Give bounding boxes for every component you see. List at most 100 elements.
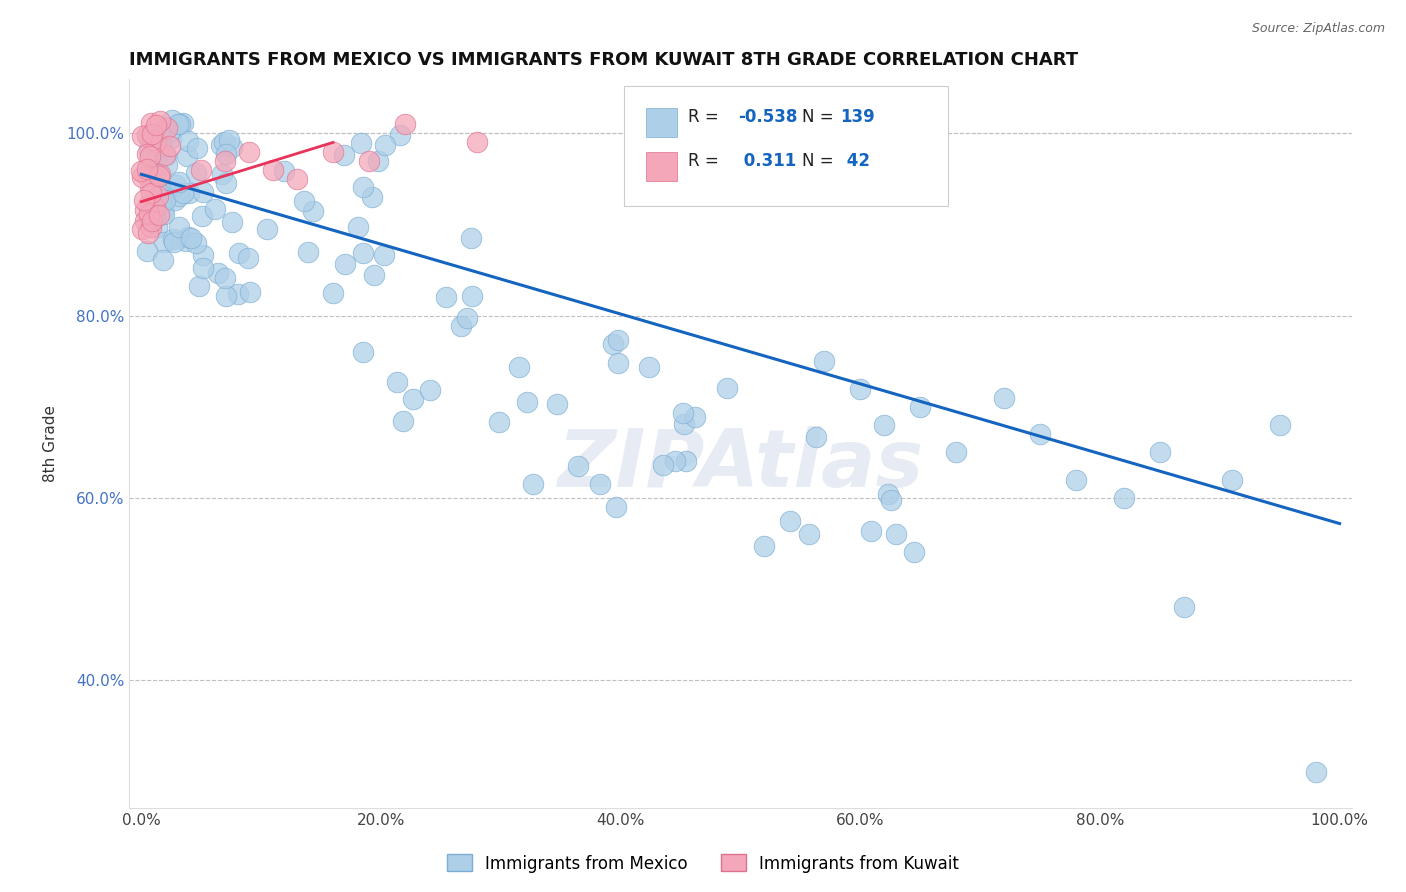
Point	[162, 232, 184, 246]
Point	[357, 153, 380, 168]
Point	[145, 135, 167, 149]
Point	[239, 285, 262, 300]
Point	[218, 133, 240, 147]
Point	[516, 395, 538, 409]
Point	[880, 493, 903, 508]
Text: R =: R =	[688, 108, 724, 127]
Point	[461, 289, 484, 303]
Point	[1173, 600, 1195, 615]
Point	[402, 392, 425, 406]
Point	[172, 116, 194, 130]
Point	[141, 145, 163, 160]
Point	[136, 169, 159, 183]
Point	[180, 231, 202, 245]
Point	[152, 203, 174, 218]
FancyBboxPatch shape	[647, 152, 676, 181]
Point	[716, 381, 738, 395]
Point	[385, 376, 408, 390]
Point	[465, 136, 488, 150]
Point	[139, 186, 162, 200]
Point	[138, 149, 160, 163]
Point	[163, 194, 186, 208]
Point	[148, 126, 170, 140]
Point	[215, 288, 238, 302]
Point	[138, 207, 160, 221]
Point	[155, 147, 177, 161]
Point	[193, 185, 215, 199]
Point	[1112, 491, 1135, 505]
Point	[146, 189, 169, 203]
Text: R =: R =	[688, 152, 724, 170]
Point	[152, 252, 174, 267]
Point	[131, 164, 153, 178]
Text: 42: 42	[841, 152, 870, 170]
Point	[605, 500, 627, 515]
Point	[135, 146, 157, 161]
FancyBboxPatch shape	[624, 86, 948, 206]
Point	[546, 397, 568, 411]
Point	[160, 131, 183, 145]
Point	[145, 165, 167, 179]
Point	[186, 235, 208, 250]
Point	[607, 356, 630, 370]
Point	[945, 445, 967, 459]
Point	[143, 210, 166, 224]
Point	[134, 203, 156, 218]
Point	[226, 286, 249, 301]
Point	[262, 162, 284, 177]
Point	[214, 153, 236, 168]
Point	[176, 149, 198, 163]
Text: IMMIGRANTS FROM MEXICO VS IMMIGRANTS FROM KUWAIT 8TH GRADE CORRELATION CHART: IMMIGRANTS FROM MEXICO VS IMMIGRANTS FRO…	[129, 51, 1078, 69]
Point	[155, 183, 177, 197]
Point	[360, 190, 382, 204]
Point	[186, 166, 208, 180]
Point	[156, 120, 179, 135]
Point	[186, 141, 208, 155]
Text: N =: N =	[801, 108, 834, 127]
Text: ZIPAtlas: ZIPAtlas	[557, 426, 924, 504]
Text: N =: N =	[801, 152, 838, 170]
Point	[141, 127, 163, 141]
Point	[373, 247, 395, 261]
Point	[177, 134, 200, 148]
Point	[285, 172, 308, 186]
Point	[165, 178, 187, 192]
Point	[779, 514, 801, 528]
Text: 139: 139	[841, 108, 876, 127]
Point	[139, 182, 162, 196]
Point	[752, 539, 775, 553]
Point	[322, 145, 344, 159]
Point	[169, 188, 191, 202]
Point	[388, 128, 411, 142]
Point	[146, 141, 169, 155]
Point	[335, 257, 357, 271]
Point	[374, 138, 396, 153]
Point	[191, 260, 214, 275]
Point	[160, 185, 183, 199]
Point	[602, 337, 624, 351]
Point	[391, 414, 413, 428]
Point	[153, 235, 176, 249]
Point	[155, 193, 177, 207]
Point	[256, 221, 278, 235]
Point	[273, 163, 295, 178]
Point	[567, 458, 589, 473]
Point	[149, 137, 172, 152]
Text: -0.538: -0.538	[738, 108, 797, 127]
Text: 0.311: 0.311	[738, 152, 796, 170]
Point	[1268, 418, 1291, 433]
Point	[683, 409, 706, 424]
FancyBboxPatch shape	[647, 108, 676, 137]
Point	[159, 138, 181, 153]
Point	[153, 148, 176, 162]
Point	[134, 214, 156, 228]
Point	[131, 170, 153, 185]
Point	[394, 117, 416, 131]
Point	[172, 186, 194, 201]
Point	[212, 136, 235, 150]
Point	[149, 167, 172, 181]
Point	[143, 202, 166, 216]
Point	[146, 219, 169, 234]
Point	[672, 406, 695, 420]
Point	[488, 415, 510, 429]
